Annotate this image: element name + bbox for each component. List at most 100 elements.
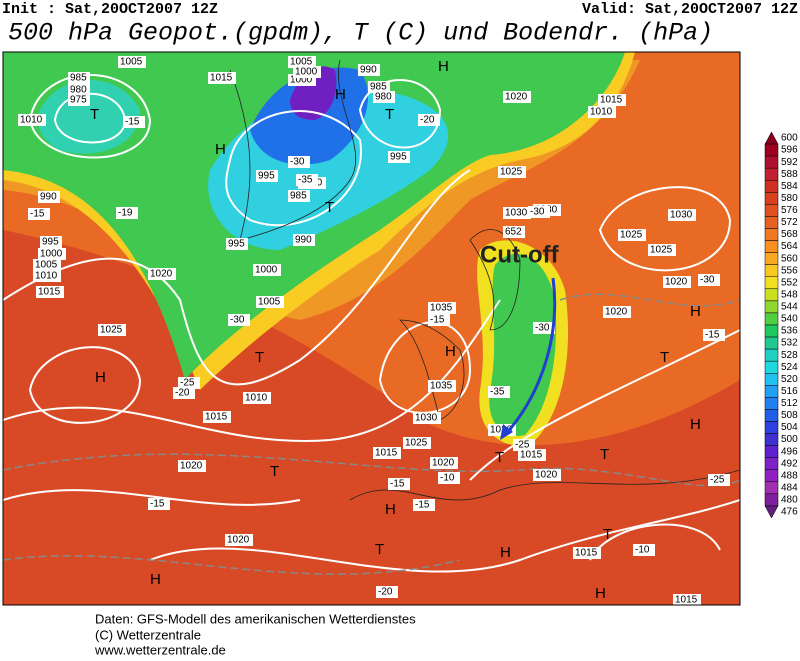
label-box	[533, 322, 555, 334]
label-box	[288, 156, 310, 168]
isotherms	[3, 293, 740, 575]
colorbar-band	[764, 228, 779, 241]
label-box	[293, 66, 321, 78]
contour-label: 995	[258, 171, 275, 182]
colorbar-band	[764, 264, 779, 277]
pressure-center: H	[385, 501, 396, 518]
contour-label: -20	[175, 388, 190, 399]
contour-label: -35	[490, 387, 505, 398]
colorbar-label: 488	[781, 470, 798, 481]
label-box	[118, 56, 146, 68]
label-box	[256, 296, 284, 308]
colorbar-label: 580	[781, 193, 798, 204]
contour-label: -30	[700, 275, 715, 286]
colorbar-band	[764, 336, 779, 350]
label-box	[203, 411, 231, 423]
contour-label: 1030	[505, 208, 528, 219]
contour-label: 1020	[535, 470, 558, 481]
label-box	[673, 594, 701, 605]
colorbar-label: 484	[781, 482, 798, 493]
colorbar-band	[764, 216, 779, 229]
colorbar-label: 520	[781, 374, 798, 385]
label-box	[603, 306, 631, 318]
pressure-center: T	[600, 446, 609, 463]
contour-label: 990	[360, 65, 377, 76]
contour-label: -15	[415, 500, 430, 511]
contour-label: 1020	[227, 535, 250, 546]
label-box	[513, 439, 535, 451]
colorbar-label: 516	[781, 386, 798, 397]
pressure-center: T	[270, 463, 279, 480]
colorbar-label: 528	[781, 350, 798, 361]
contour-label: -10	[635, 545, 650, 556]
cutoff-arrow	[503, 277, 557, 436]
pressure-center: H	[335, 86, 346, 103]
colorbar-label: 556	[781, 265, 798, 276]
colorbar-band	[764, 252, 779, 265]
colorbar-band	[764, 409, 779, 422]
contour-label: 1030	[670, 210, 693, 221]
label-box	[403, 437, 431, 449]
label-box	[148, 498, 170, 510]
label-box	[528, 206, 550, 218]
init-time: Init : Sat,20OCT2007 12Z	[2, 1, 218, 18]
colorbar-label: 532	[781, 338, 798, 349]
contour-label: 1015	[520, 450, 543, 461]
label-box	[413, 499, 435, 511]
label-box	[698, 274, 720, 286]
colorbar-label: 600	[781, 133, 798, 144]
label-box	[225, 534, 253, 546]
map-title: 500 hPa Geopot.(gpdm), T (C) und Bodendr…	[8, 19, 713, 48]
pressure-center: H	[690, 416, 701, 433]
contour-label: 1025	[500, 167, 523, 178]
contour-label: 1015	[575, 548, 598, 559]
contour-label: 1005	[258, 297, 281, 308]
colorbar-label: 508	[781, 410, 798, 421]
colorbar-label: 536	[781, 326, 798, 337]
contour-label: 985	[70, 73, 87, 84]
label-box	[38, 248, 66, 260]
colorbar-band	[764, 469, 779, 483]
label-box	[178, 460, 206, 472]
colorbar-band	[764, 373, 779, 386]
map-frame	[2, 51, 741, 606]
footer-line: (C) Wetterzentrale	[95, 627, 201, 642]
contour-label: 1035	[430, 303, 453, 314]
label-box	[28, 208, 50, 220]
colorbar-band	[764, 433, 779, 446]
contour-label: -15	[150, 499, 165, 510]
label-box	[438, 472, 460, 484]
label-box	[503, 91, 531, 103]
label-box	[588, 106, 616, 118]
label-box	[358, 64, 380, 76]
label-box	[288, 56, 316, 68]
colorbar-label: 548	[781, 289, 798, 300]
pressure-center: H	[95, 369, 106, 386]
pressure-center: T	[603, 526, 612, 543]
pressure-center: H	[445, 343, 456, 360]
colorbar-band	[764, 288, 779, 302]
colorbar-band	[764, 131, 779, 145]
contour-label: -30	[535, 323, 550, 334]
colorbar-band	[764, 481, 779, 495]
label-box	[68, 84, 90, 96]
pressure-center: T	[90, 106, 99, 123]
pressure-center: H	[595, 585, 606, 602]
pressure-center: H	[150, 571, 161, 588]
colorbar-label: 568	[781, 229, 798, 240]
label-box	[388, 478, 410, 490]
label-box	[413, 412, 441, 424]
label-box	[708, 474, 730, 486]
colorbar-label: 492	[781, 458, 798, 469]
contour-label: -15	[30, 209, 45, 220]
cutoff-label: Cut-off	[480, 241, 560, 268]
colorbar-band	[764, 445, 779, 458]
colorbar-band	[764, 397, 779, 410]
label-box	[38, 191, 60, 203]
label-box	[178, 377, 200, 389]
contour-label: 1010	[35, 271, 58, 282]
label-box	[226, 238, 248, 250]
contour-label: 1005	[35, 260, 58, 271]
label-box	[503, 226, 525, 238]
